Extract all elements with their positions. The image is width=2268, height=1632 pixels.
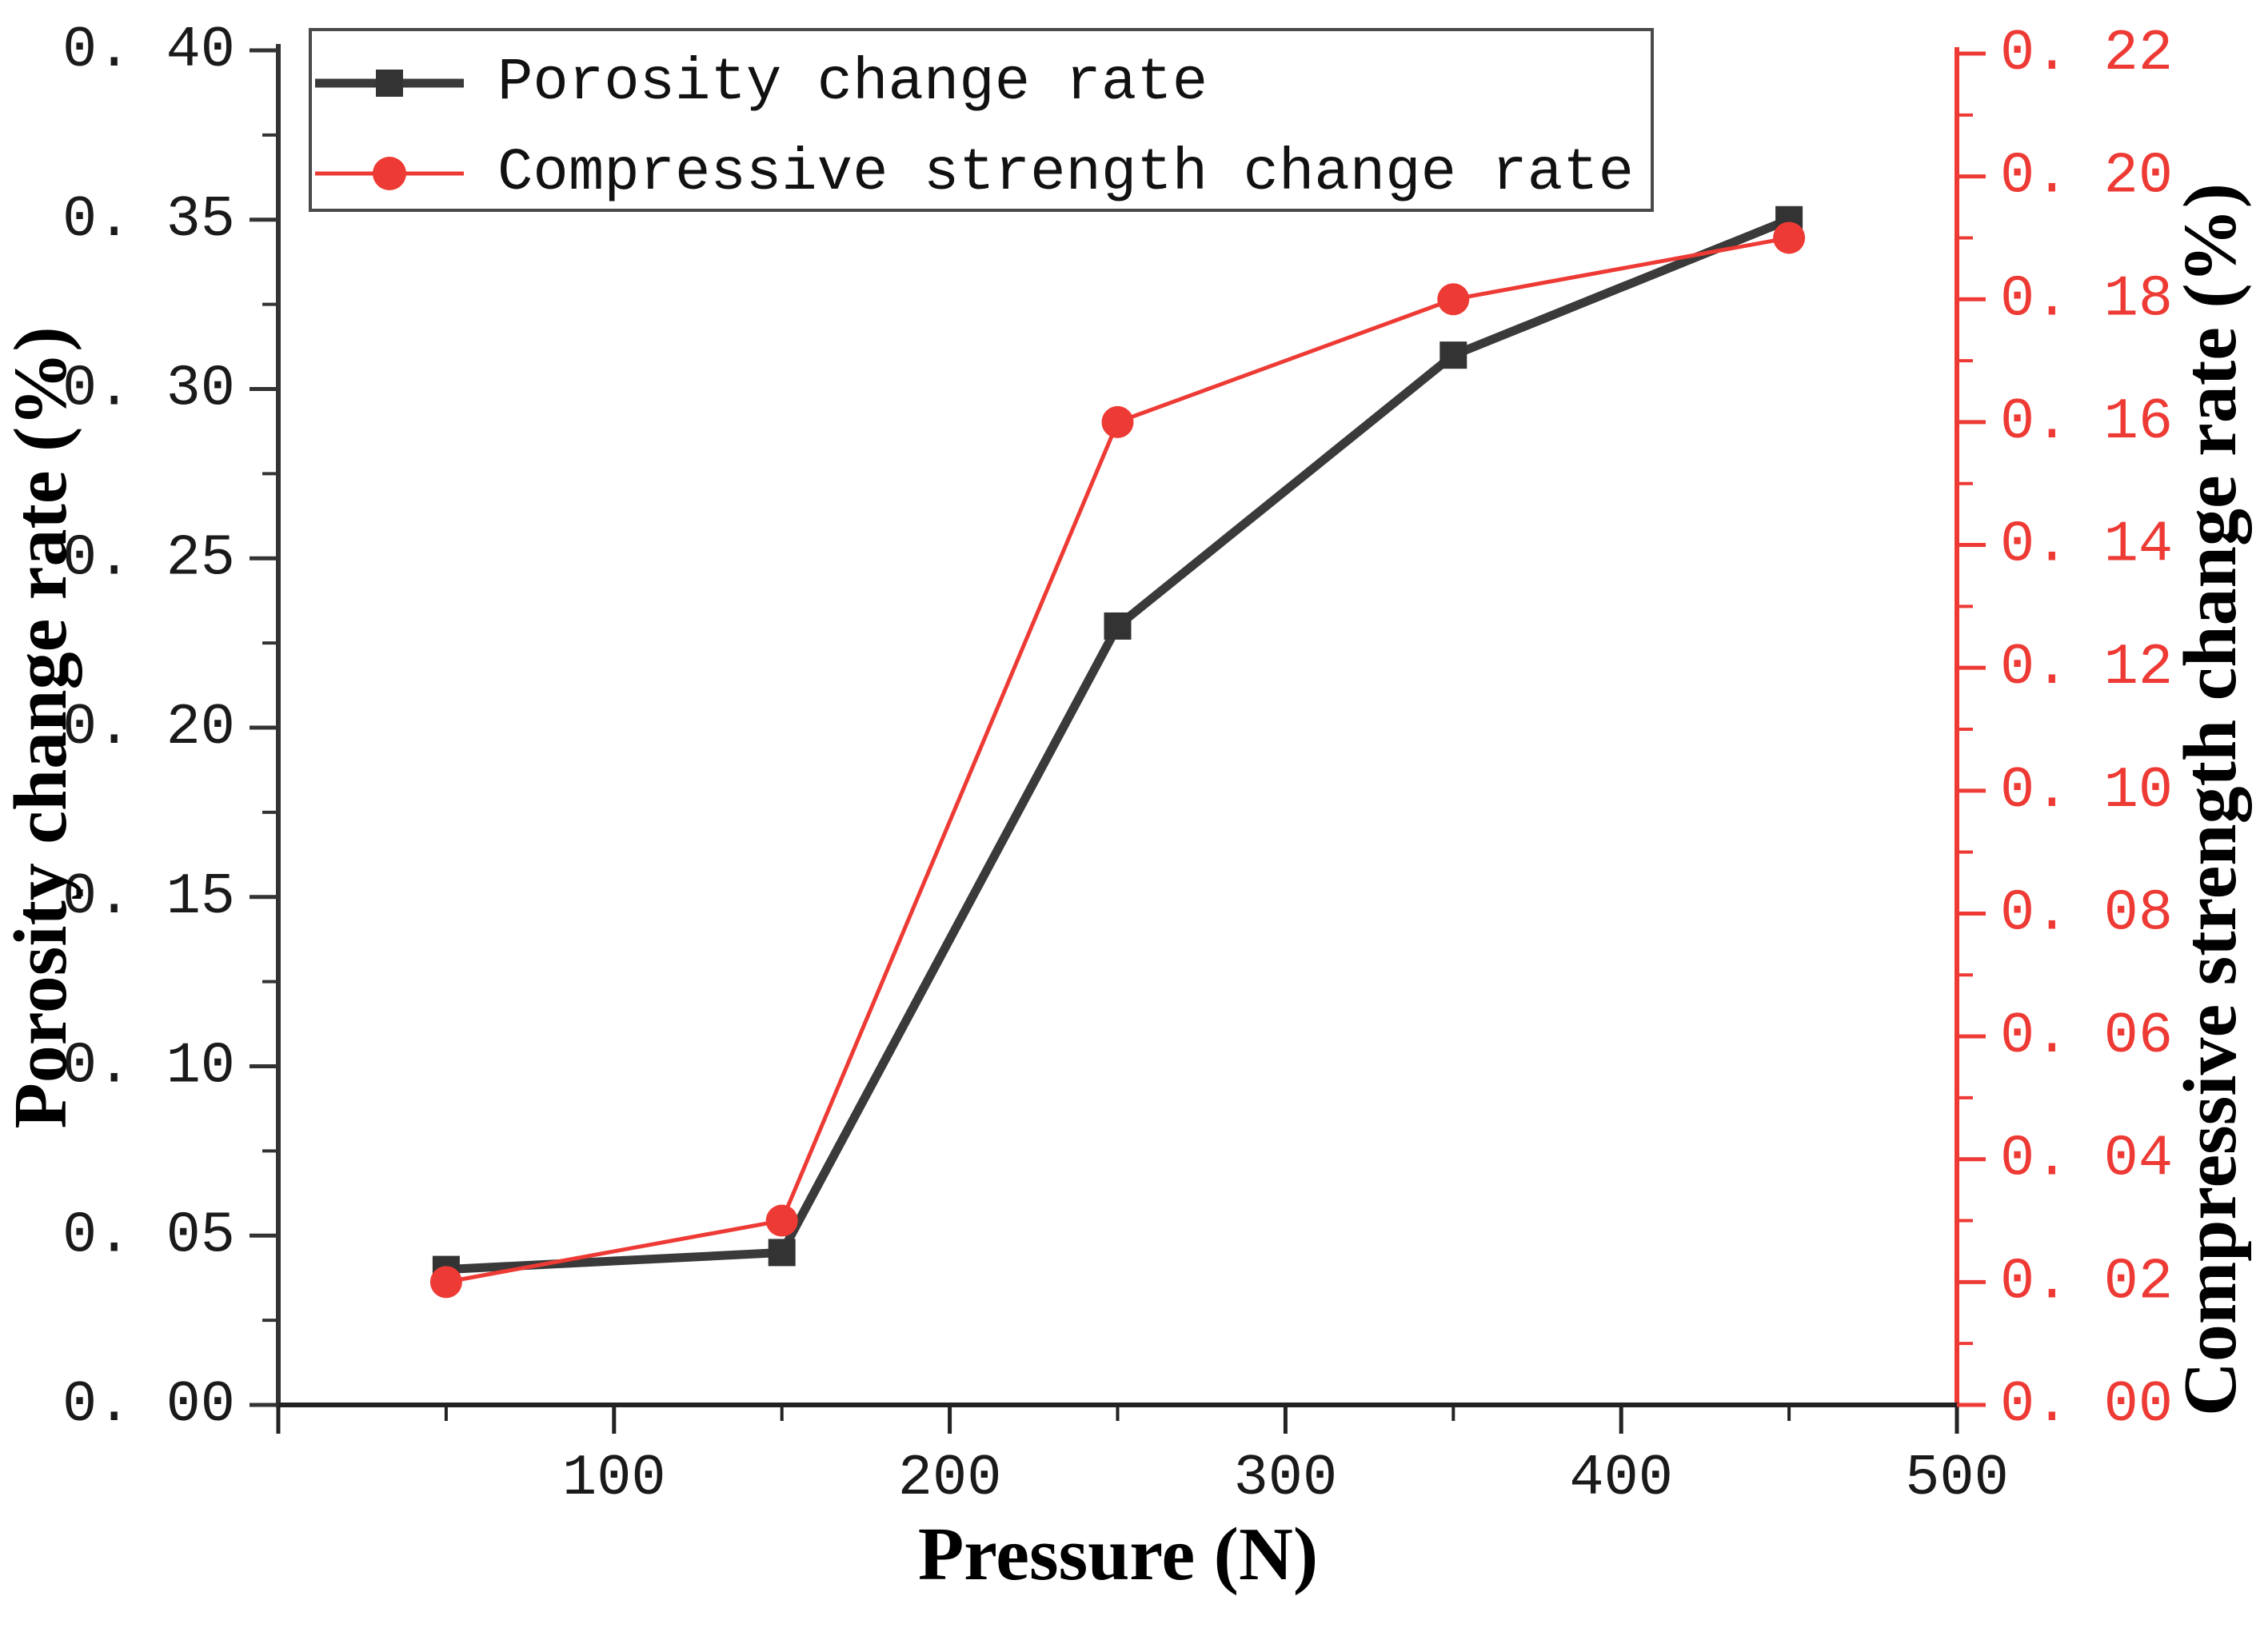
compressive-series-line — [445, 235, 1790, 1284]
right-tick-label: 0. 22 — [2000, 21, 2173, 86]
right-tick-label: 0. 12 — [2000, 635, 2173, 700]
compressive-data-point-marker — [1437, 283, 1470, 316]
legend-square-marker-icon — [376, 70, 403, 97]
x-tick-label: 300 — [1234, 1446, 1338, 1511]
x-tick-label: 100 — [562, 1446, 666, 1511]
left-tick-label: 0. 30 — [62, 357, 235, 422]
right-tick-label: 0. 00 — [2000, 1372, 2173, 1438]
left-tick-label: 0. 25 — [62, 525, 235, 591]
right-tick-label: 0. 14 — [2000, 513, 2173, 578]
right-tick-label: 0. 10 — [2000, 758, 2173, 824]
left-tick-label: 0. 35 — [62, 187, 235, 253]
left-axis-title: Porosity change rate (%) — [0, 326, 82, 1128]
left-tick-label: 0. 05 — [62, 1203, 235, 1268]
legend: Porosity change rate Compressive strength… — [309, 28, 1654, 212]
compressive-data-point-marker — [1101, 405, 1134, 438]
x-tick-label: 400 — [1569, 1446, 1673, 1511]
right-tick-label: 0. 04 — [2000, 1127, 2173, 1192]
left-tick-label: 0. 10 — [62, 1034, 235, 1099]
right-tick-label: 0. 18 — [2000, 266, 2173, 332]
right-tick-label: 0. 20 — [2000, 144, 2173, 209]
axes-group: 100 200 300 400 500 0. 00 0. 05 0. 10 0. 15 0. 20… — [62, 18, 2173, 1511]
x-axis-title: Pressure (N) — [918, 1513, 1318, 1596]
legend-entry-label: Porosity change rate — [497, 50, 1208, 117]
compressive-data-point-marker — [765, 1204, 798, 1237]
left-tick-label: 0. 00 — [62, 1372, 235, 1438]
series-group — [429, 205, 1806, 1299]
porosity-data-point-marker — [1104, 612, 1132, 640]
porosity-data-point-marker — [1439, 341, 1467, 369]
right-tick-label: 0. 06 — [2000, 1004, 2173, 1069]
x-tick-label: 200 — [898, 1446, 1002, 1511]
right-tick-label: 0. 02 — [2000, 1249, 2173, 1315]
right-axis-title: Compressive strength change rate (%) — [2169, 183, 2252, 1416]
left-tick-label: 0. 15 — [62, 864, 235, 930]
left-tick-label: 0. 40 — [62, 18, 235, 83]
right-tick-label: 0. 16 — [2000, 389, 2173, 455]
compressive-data-point-marker — [1773, 221, 1806, 254]
compressive-data-point-marker — [429, 1266, 462, 1299]
x-tick-label: 500 — [1905, 1446, 2009, 1511]
porosity-series-line — [445, 215, 1791, 1275]
left-tick-label: 0. 20 — [62, 695, 235, 760]
legend-box — [309, 28, 1654, 212]
porosity-data-point-marker — [768, 1239, 796, 1267]
right-tick-label: 0. 08 — [2000, 880, 2173, 946]
legend-circle-marker-icon — [373, 157, 406, 190]
legend-entry-label: Compressive strength change rate — [497, 140, 1634, 207]
